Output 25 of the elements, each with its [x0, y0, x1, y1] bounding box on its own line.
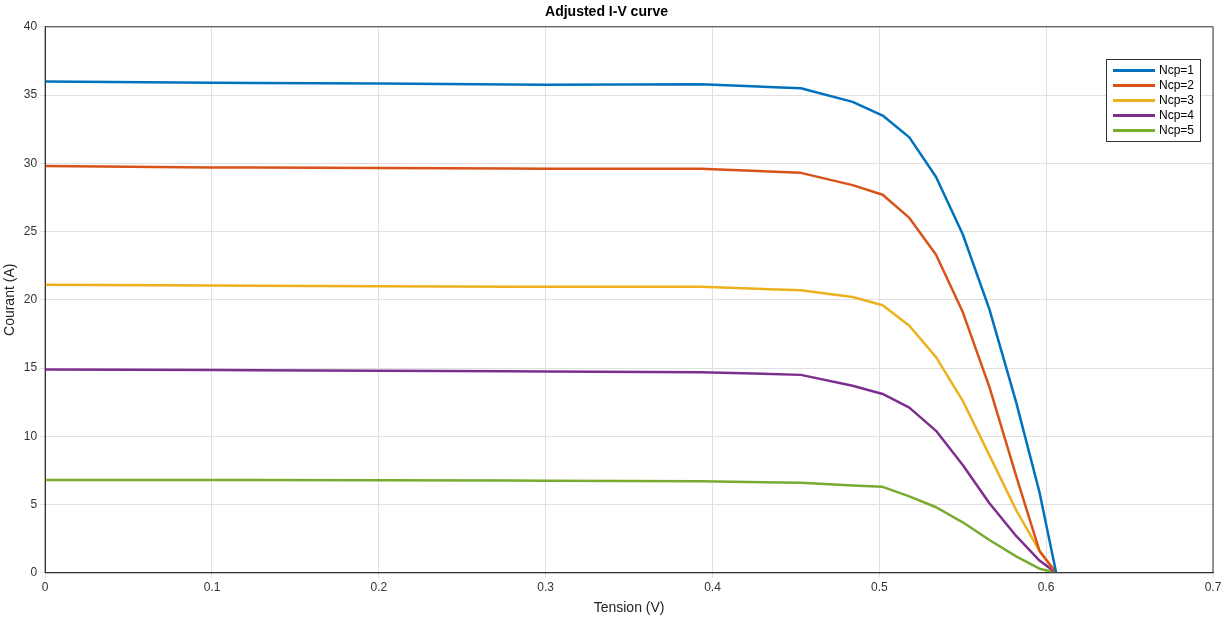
- y-axis-title: Courant (A): [1, 263, 18, 336]
- y-tick-label: 15: [23, 360, 38, 375]
- chart-title: Adjusted I-V curve: [545, 3, 669, 20]
- y-tick-label: 30: [23, 155, 38, 170]
- x-axis-title: Tension (V): [593, 599, 665, 616]
- y-tick-label: 0: [30, 565, 38, 580]
- x-tick-label: 0.7: [1204, 580, 1222, 595]
- x-tick-label: 0: [41, 580, 49, 595]
- x-tick-label: 0.6: [1037, 580, 1055, 595]
- legend-label: Ncp=2: [1158, 78, 1194, 93]
- x-tick-label: 0.4: [704, 580, 722, 595]
- x-tick-label: 0.3: [537, 580, 555, 595]
- legend-label: Ncp=3: [1158, 93, 1194, 108]
- y-tick-label: 40: [23, 19, 38, 34]
- x-tick-label: 0.1: [203, 580, 221, 595]
- legend-label: Ncp=1: [1158, 63, 1194, 78]
- x-tick-label: 0.5: [870, 580, 888, 595]
- y-tick-label: 25: [23, 223, 38, 238]
- y-tick-label: 5: [30, 496, 38, 511]
- y-tick-label: 20: [23, 292, 38, 307]
- legend-label: Ncp=5: [1158, 123, 1194, 138]
- y-tick-label: 10: [23, 428, 38, 443]
- x-tick-label: 0.2: [370, 580, 388, 595]
- legend-label: Ncp=4: [1158, 108, 1194, 123]
- y-tick-label: 35: [23, 87, 38, 102]
